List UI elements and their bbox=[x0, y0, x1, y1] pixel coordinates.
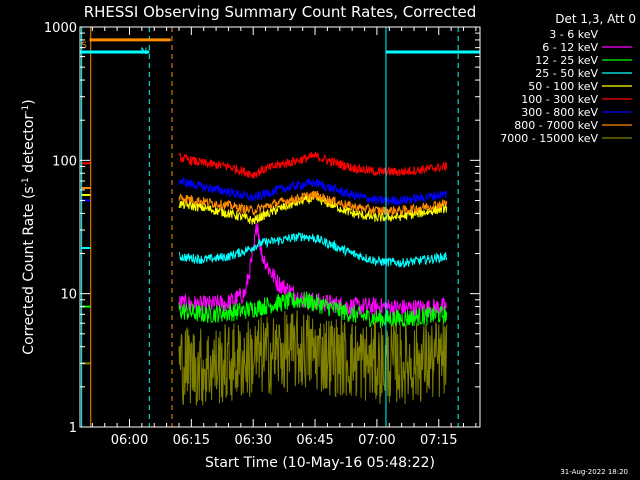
legend-entry-label-8: 7000 - 15000 keV bbox=[500, 132, 598, 145]
x-tick-label-4: 07:00 bbox=[358, 433, 395, 448]
axis-ticks: 06:00 06:15 06:30 06:45 07:00 07:15 1 10 100 1000 bbox=[44, 21, 480, 448]
plot-frame bbox=[79, 26, 481, 428]
legend-entry-label-6: 300 - 800 keV bbox=[521, 106, 598, 119]
series-line-2 bbox=[178, 291, 448, 329]
x-axis-label: Start Time (10-May-16 05:48:22) bbox=[205, 455, 435, 471]
legend-entry-label-4: 50 - 100 keV bbox=[528, 80, 598, 93]
legend-entry-label-0: 3 - 6 keV bbox=[549, 28, 598, 41]
legend-entry-label-2: 12 - 25 keV bbox=[535, 54, 598, 67]
series-line-7 bbox=[178, 190, 448, 217]
y-tick-label-1: 10 bbox=[60, 288, 77, 303]
plot-area: NS bbox=[80, 27, 480, 427]
series-line-3 bbox=[178, 232, 448, 269]
y-tick-label-0: 1 bbox=[69, 421, 77, 436]
legend-header: Det 1,3, Att 0 bbox=[555, 12, 636, 26]
x-tick-label-0: 06:00 bbox=[111, 433, 148, 448]
x-tick-label-3: 06:45 bbox=[296, 433, 333, 448]
x-tick-label-1: 06:15 bbox=[173, 433, 210, 448]
y-tick-label-2: 100 bbox=[52, 154, 77, 169]
saa-label: S bbox=[81, 41, 87, 51]
x-tick-label-2: 06:30 bbox=[234, 433, 271, 448]
series-line-6 bbox=[178, 177, 448, 207]
legend-entry-label-7: 800 - 7000 keV bbox=[514, 119, 598, 132]
legend-entry-label-5: 100 - 300 keV bbox=[521, 93, 598, 106]
y-axis-label: Corrected Count Rate (s-1 detector-1) bbox=[21, 99, 37, 354]
series-line-5 bbox=[178, 151, 448, 179]
x-tick-label-5: 07:15 bbox=[420, 433, 457, 448]
chart-title: RHESSI Observing Summary Count Rates, Co… bbox=[84, 3, 477, 21]
series-line-8 bbox=[178, 310, 448, 406]
legend-entry-label-3: 25 - 50 keV bbox=[535, 67, 598, 80]
night-label: N bbox=[141, 47, 148, 57]
footer-date: 31-Aug-2022 18:20 bbox=[560, 468, 628, 476]
y-tick-label-3: 1000 bbox=[44, 21, 77, 36]
legend-entry-label-1: 6 - 12 keV bbox=[542, 41, 598, 54]
